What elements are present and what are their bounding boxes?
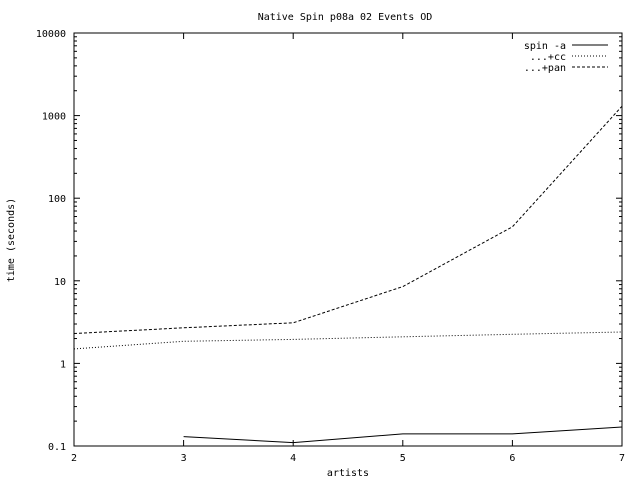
- chart-title: Native Spin p08a 02 Events OD: [258, 12, 433, 23]
- y-tick-label: 10000: [36, 29, 66, 40]
- y-tick-label: 1: [60, 359, 66, 370]
- y-tick-label: 100: [48, 194, 66, 205]
- legend: spin -a...+cc...+pan: [524, 41, 608, 74]
- y-axis-label: time (seconds): [6, 198, 17, 282]
- x-tick-label: 5: [400, 453, 406, 464]
- x-tick-label: 2: [71, 453, 77, 464]
- series-line-1: [183, 426, 623, 444]
- axes: 2 3 4 5 6 7 0.1 1 10 100 1000 10000: [36, 29, 625, 464]
- y-tick-label: 1000: [42, 112, 66, 123]
- y-tick-label: 0.1: [48, 442, 66, 453]
- y-tick-label: 10: [54, 277, 66, 288]
- series-line-2: [73, 331, 623, 350]
- plot-frame: [73, 32, 623, 447]
- x-tick-label: 4: [290, 453, 296, 464]
- legend-label-3: ...+pan: [524, 63, 566, 74]
- legend-label-2: ...+cc: [530, 52, 566, 63]
- series-line-3: [73, 105, 623, 334]
- x-tick-label: 6: [509, 453, 515, 464]
- series-group: [73, 105, 623, 444]
- x-tick-label: 3: [181, 453, 187, 464]
- x-tick-label: 7: [619, 453, 625, 464]
- legend-label-1: spin -a: [524, 41, 566, 52]
- x-axis-label: artists: [327, 468, 369, 479]
